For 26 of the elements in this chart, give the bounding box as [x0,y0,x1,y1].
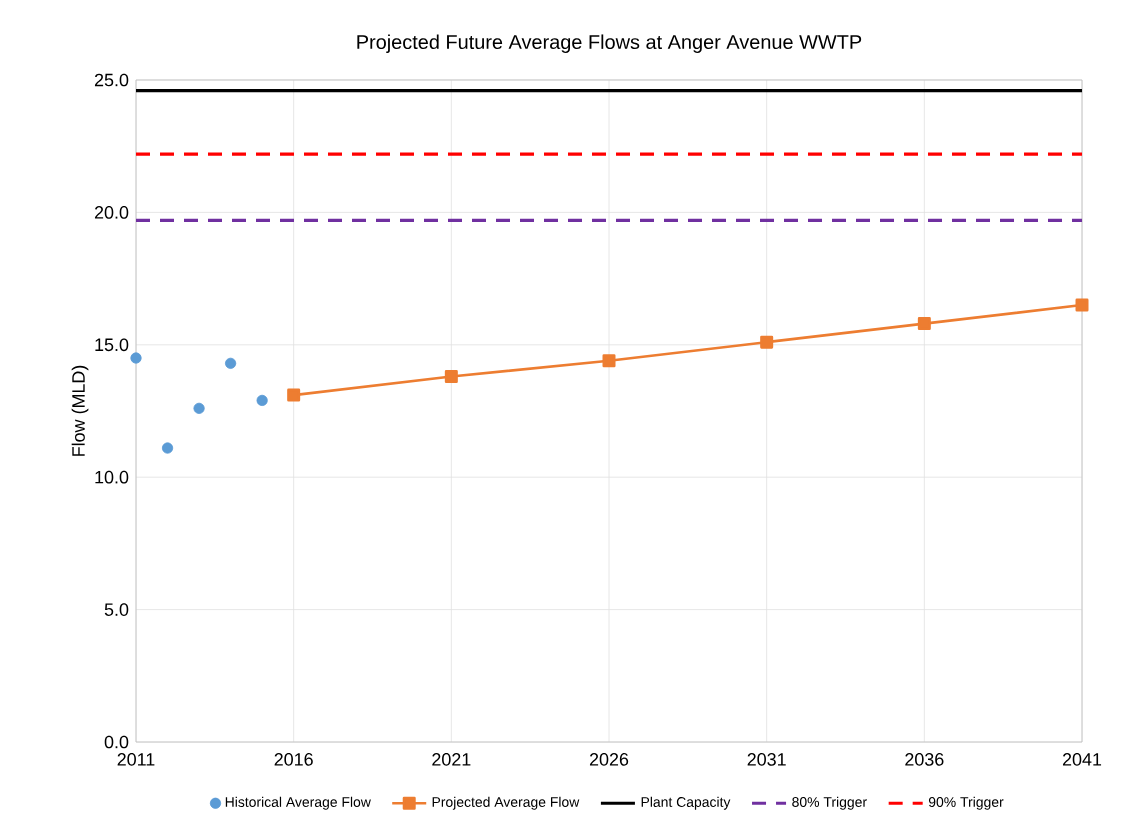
point [256,394,268,406]
point [602,354,616,368]
x-tick-label: 2011 [117,753,155,766]
x-tick-label: 2031 [747,753,786,766]
x-tick-label: 2036 [905,753,944,766]
x-tick-label: 2026 [589,753,629,766]
point [161,442,174,454]
y-axis-title: Flow (MLD) [71,365,89,456]
x-tick-label: 2021 [432,753,471,766]
y-tick-label: 10.0 [95,470,129,484]
point [130,352,142,364]
y-tick-label: 20.0 [94,206,129,219]
point [917,317,931,331]
y-tick-label: 0.0 [104,735,129,749]
y-tick-label: 15.0 [95,338,129,352]
y-tick-label: 5.0 [104,603,129,616]
point [444,370,458,384]
chart-title: Projected Future Average Flows at Anger Avenue WWTP [357,34,862,53]
point [760,335,774,349]
x-tick-label: 2016 [274,753,313,766]
point [1075,298,1089,312]
point [225,357,237,369]
x-tick-label: 2041 [1062,753,1102,766]
y-tick-label: 25.0 [94,73,129,87]
point [193,402,205,414]
point [287,388,301,402]
